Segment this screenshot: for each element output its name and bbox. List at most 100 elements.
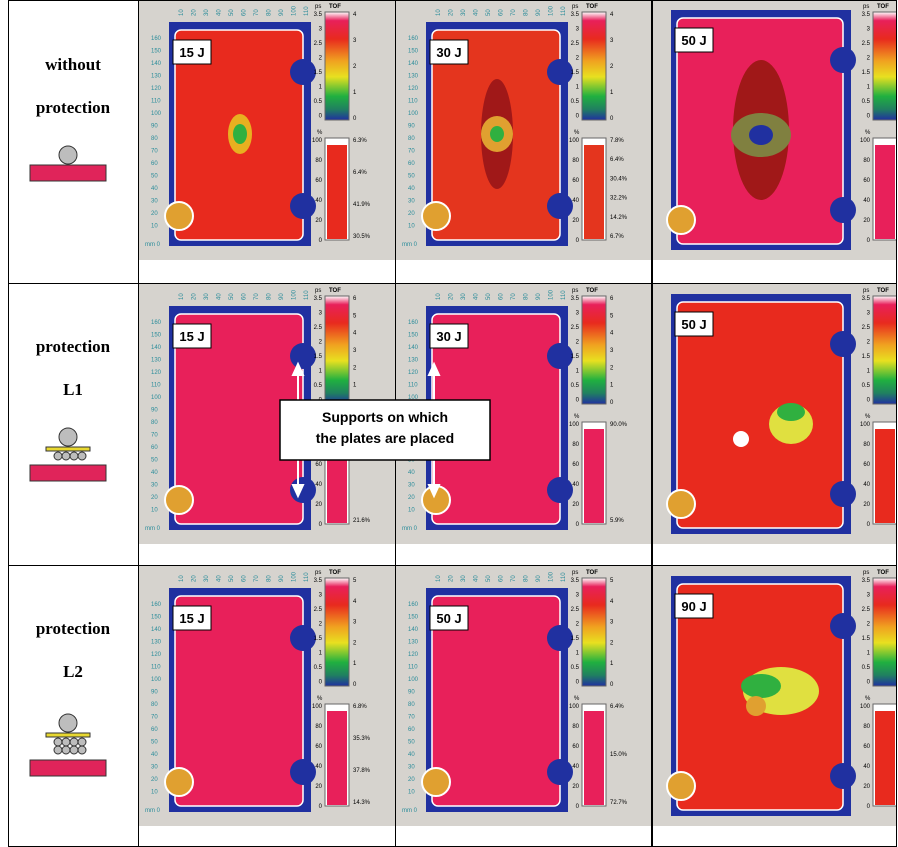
- scale-tick: 3.5: [571, 578, 580, 584]
- scan-y-tick: 70: [408, 149, 415, 155]
- scan-y-tick: 90: [408, 690, 415, 696]
- scan-y-tick: 20: [151, 495, 158, 501]
- energy-box: [674, 593, 714, 619]
- scale-tick-right: 3: [353, 38, 357, 44]
- support-corner: [164, 485, 194, 515]
- scale-tick-right: 3: [610, 620, 614, 626]
- scale-tick-right: 1: [610, 383, 614, 389]
- hist-tick: 0: [576, 238, 580, 244]
- hist-label: 7.8%: [610, 138, 624, 144]
- support-notch: [290, 759, 316, 785]
- hist-tick: 80: [315, 158, 322, 164]
- scale-tick: 3.5: [314, 12, 323, 18]
- annotation-line: Supports on which: [322, 409, 448, 425]
- scan-panel: 160150140130120110100908070605040302010m…: [396, 566, 652, 826]
- scan-y-tick: 110: [408, 665, 418, 671]
- scale-unit: ps: [572, 570, 578, 576]
- hist-tick: 40: [315, 764, 322, 770]
- scale-tick: 2: [319, 56, 323, 62]
- scale-tick: 1: [576, 369, 580, 375]
- scan-y-tick: 80: [151, 702, 158, 708]
- scan-panel: 160150140130120110100908070605040302010m…: [139, 0, 395, 260]
- scan-y-tick: 60: [151, 445, 158, 451]
- scan-y-tick: 90: [151, 124, 158, 130]
- icon-l2: [29, 713, 107, 777]
- scan-y-tick: 100: [151, 395, 162, 401]
- row-label: without: [45, 55, 101, 74]
- hist-tick: 80: [572, 724, 579, 730]
- scan-panel: 90 J ps TOF 3.5 3 2.5 2 1.5 1 0.5 0% 100 80 60 40 20 0: [653, 566, 897, 826]
- scan-x-tick: 90: [536, 575, 542, 582]
- row-label: protection: [36, 619, 111, 638]
- scan-y-tick: 60: [408, 727, 415, 733]
- hist-tick: 100: [569, 704, 580, 710]
- hist-label: 32.2%: [610, 196, 628, 202]
- energy-box: [429, 323, 469, 349]
- scale-tick: 1: [576, 85, 580, 91]
- scan-y-tick: 100: [151, 111, 162, 117]
- scale-tick-right: 4: [353, 12, 357, 18]
- hist-tick: 20: [315, 502, 322, 508]
- scan-x-tick: 20: [192, 293, 198, 300]
- hist-label: 6.3%: [353, 138, 367, 144]
- scan-y-tick: 70: [408, 715, 415, 721]
- hist-unit: %: [865, 696, 871, 702]
- scale-tick-right: 5: [353, 578, 357, 584]
- energy-label: 50 J: [681, 317, 706, 332]
- scale-tick: 3.5: [862, 296, 871, 302]
- scale-tick-right: 0: [353, 116, 357, 122]
- scale-tick: 1: [867, 651, 871, 657]
- scan-y-tick: 100: [151, 677, 162, 683]
- plate: [676, 301, 844, 529]
- scan-x-tick: 100: [549, 571, 555, 582]
- scale-tick: 0.5: [862, 383, 871, 389]
- hist-tick: 20: [315, 784, 322, 790]
- energy-label: 15 J: [179, 45, 204, 60]
- row-icons: [29, 145, 107, 777]
- scan-y-tick: 10: [408, 508, 415, 514]
- energy-label: 15 J: [179, 329, 204, 344]
- energy-label: 30 J: [436, 45, 461, 60]
- scale-tick: 0.5: [314, 99, 323, 105]
- scan-y-tick: 80: [408, 702, 415, 708]
- hist-label: 72.7%: [610, 800, 628, 806]
- energy-box: [429, 605, 469, 631]
- scan-y-tick: 160: [408, 36, 419, 42]
- scan-x-tick: 30: [204, 575, 210, 582]
- scan-x-tick: 50: [486, 293, 492, 300]
- scale-tick: 1.5: [862, 354, 871, 360]
- scale-tick: 3: [867, 27, 871, 33]
- scan-x-tick: 20: [449, 575, 455, 582]
- scale-tick-right: 6: [353, 296, 357, 302]
- scale-tick-right: 2: [610, 365, 614, 371]
- icon-no-protection: [29, 145, 107, 182]
- scan-x-tick: 60: [499, 9, 505, 16]
- scan-y-tick: 120: [151, 86, 162, 92]
- scan-y-tick: 30: [408, 765, 415, 771]
- hist-unit: %: [317, 130, 323, 136]
- scan-x-tick: 40: [217, 9, 223, 16]
- scan-x-tick: 110: [304, 572, 310, 582]
- hist-label: 30.4%: [610, 176, 628, 182]
- hist-tick: 100: [860, 138, 871, 144]
- scan-x-tick: 100: [292, 5, 298, 16]
- scale-tick-right: 5: [610, 313, 614, 319]
- scan-y-tick: 50: [151, 740, 158, 746]
- scan-y-tick: 40: [151, 186, 158, 192]
- histogram-bar: [584, 711, 604, 805]
- scan-y-tick: 70: [151, 433, 158, 439]
- scan-y-tick: 90: [151, 690, 158, 696]
- hist-unit: %: [574, 696, 580, 702]
- hist-tick: 0: [867, 522, 871, 528]
- scale-tick: 3: [576, 593, 580, 599]
- scale-tick: 0: [576, 114, 580, 120]
- scan-x-tick: 100: [549, 5, 555, 16]
- support-notch: [290, 343, 316, 369]
- scan-x-tick: 30: [461, 575, 467, 582]
- scan-y-tick: 140: [408, 345, 419, 351]
- scale-tick: 0.5: [571, 383, 580, 389]
- scale-tick: 0: [576, 398, 580, 404]
- energy-label: 90 J: [681, 599, 706, 614]
- hist-label: 14.2%: [610, 215, 628, 221]
- scale-tick-right: 1: [353, 90, 357, 96]
